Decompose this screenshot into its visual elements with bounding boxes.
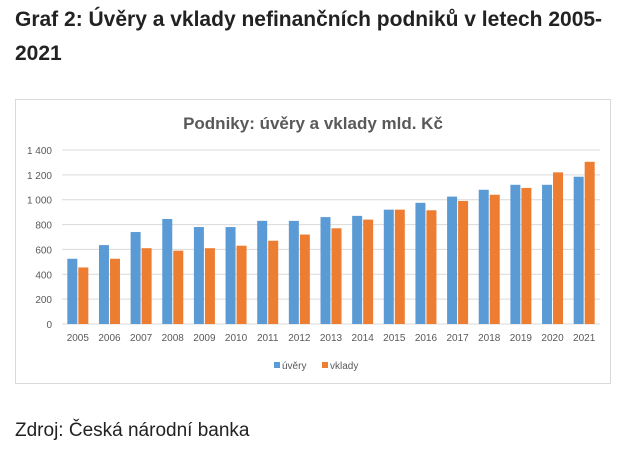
bar-úvěry-2005 [67,258,78,324]
bar-vklady-2008 [173,250,184,324]
chart-heading: Graf 2: Úvěry a vklady nefinančních podn… [15,8,603,65]
bar-vklady-2010 [236,245,247,324]
x-tick-label: 2017 [446,333,469,344]
x-tick-label: 2019 [510,333,533,344]
bar-vklady-2005 [78,267,89,324]
bar-úvěry-2020 [542,184,553,324]
legend-swatch-úvěry [274,362,280,368]
bar-úvěry-2007 [130,232,141,324]
bar-úvěry-2016 [415,202,426,324]
bar-vklady-2012 [299,234,310,324]
bar-vklady-2011 [268,240,279,324]
y-tick-label: 600 [35,245,52,256]
y-tick-label: 0 [46,320,52,331]
x-tick-label: 2020 [541,333,564,344]
bar-úvěry-2015 [383,209,394,324]
bar-úvěry-2009 [193,227,204,324]
x-tick-label: 2021 [573,333,596,344]
x-tick-label: 2018 [478,333,501,344]
x-tick-label: 2011 [257,333,279,344]
bar-úvěry-2014 [352,215,363,324]
bar-úvěry-2012 [288,220,299,324]
y-tick-label: 1 000 [27,196,52,207]
x-tick-label: 2007 [130,333,153,344]
legend-swatch-vklady [322,362,328,368]
x-tick-label: 2015 [383,333,406,344]
bar-úvěry-2013 [320,217,331,324]
chart-svg: Podniky: úvěry a vklady mld. Kč 0 200 400 6… [27,114,600,372]
legend: úvěry vklady [274,361,358,372]
y-tick-label: 400 [35,270,52,281]
y-tick-label: 1 200 [27,171,52,182]
x-tick-label: 2013 [320,333,343,344]
x-tick-label: 2012 [288,333,311,344]
y-tick-labels: 0 200 400 600 800 1 000 1 200 1 400 [27,146,52,331]
y-tick-label: 1 400 [27,146,52,157]
bar-vklady-2021 [584,161,595,324]
bar-vklady-2018 [489,194,500,324]
bar-úvěry-2008 [162,218,173,324]
bar-vklady-2016 [426,210,437,324]
chart-title: Podniky: úvěry a vklady mld. Kč [183,114,443,133]
y-tick-label: 200 [35,295,52,306]
bar-úvěry-2011 [257,220,268,324]
chart-container: Podniky: úvěry a vklady mld. Kč 0 200 400 6… [15,99,611,384]
bars [67,161,595,324]
bar-vklady-2015 [394,209,405,324]
bar-úvěry-2019 [510,184,521,324]
bar-vklady-2020 [553,172,564,324]
source-note: Zdroj: Česká národní banka [15,420,250,441]
legend-label-vklady: vklady [330,361,358,372]
bar-úvěry-2010 [225,227,236,324]
bar-vklady-2007 [141,248,152,324]
x-tick-label: 2014 [352,333,375,344]
legend-label-úvěry: úvěry [282,361,306,372]
x-tick-label: 2009 [193,333,216,344]
bar-úvěry-2021 [573,176,584,324]
bar-vklady-2019 [521,187,532,324]
x-tick-label: 2006 [98,333,121,344]
bar-vklady-2006 [109,258,120,324]
x-tick-label: 2016 [415,333,438,344]
bar-úvěry-2006 [98,245,109,324]
x-tick-labels: 2005 2006 2007 2008 2009 2010 2011 2012 2013 2014… [67,333,596,344]
x-tick-label: 2010 [225,333,248,344]
gridlines [62,149,600,325]
y-tick-label: 800 [35,221,52,232]
bar-úvěry-2018 [478,189,489,324]
bar-vklady-2013 [331,228,342,324]
bar-vklady-2014 [363,219,374,324]
x-tick-label: 2005 [67,333,90,344]
x-tick-label: 2008 [162,333,185,344]
bar-vklady-2017 [458,200,469,324]
bar-úvěry-2017 [447,196,458,324]
bar-vklady-2009 [204,248,215,324]
